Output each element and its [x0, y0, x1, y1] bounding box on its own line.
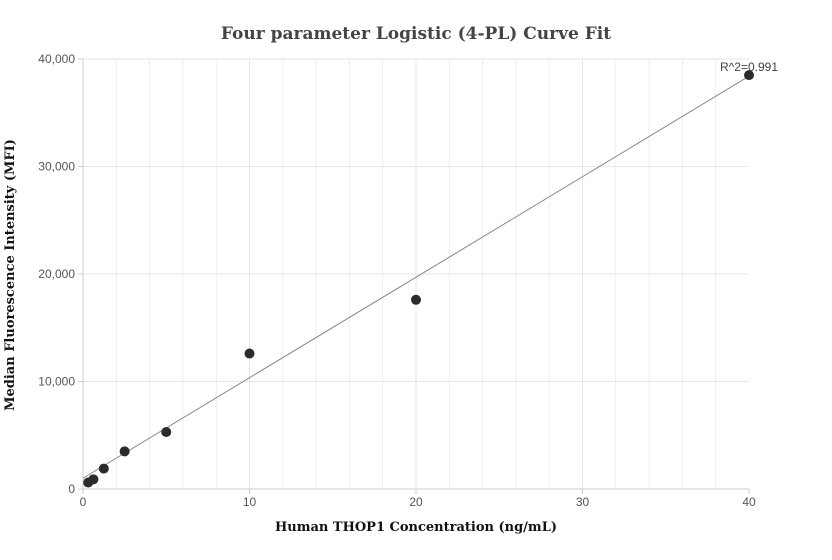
fit-line: [82, 75, 750, 479]
data-point: [119, 446, 130, 457]
grid: [83, 58, 749, 489]
y-axis-title: Median Fluorescence Intensity (MFI): [3, 139, 18, 411]
y-tick-label: 10,000: [38, 375, 75, 389]
chart-title: Four parameter Logistic (4-PL) Curve Fit: [221, 24, 611, 44]
data-point: [744, 70, 754, 81]
x-tick-label: 40: [742, 495, 756, 509]
y-tick-label: 20,000: [38, 267, 75, 281]
data-point: [161, 427, 172, 438]
data-point: [98, 463, 109, 474]
data-point: [244, 348, 255, 359]
data-point: [411, 294, 421, 305]
x-axis-title: Human THOP1 Concentration (ng/mL): [275, 520, 557, 535]
x-tick-label: 10: [243, 495, 257, 509]
y-tick-label: 0: [68, 482, 75, 496]
axes: 0 10 20 30 40 0 10,000 20,000 30,000 40,000: [38, 52, 756, 509]
y-tick-label: 30,000: [38, 160, 75, 174]
x-tick-label: 30: [576, 495, 590, 509]
y-tick-label: 40,000: [38, 52, 75, 66]
r-squared-annotation: R^2=0.991: [720, 60, 778, 74]
x-tick-label: 0: [80, 495, 87, 509]
data-points: [83, 70, 754, 488]
fit-line-layer: [82, 75, 750, 479]
data-point: [88, 474, 99, 485]
x-tick-label: 20: [409, 495, 423, 509]
